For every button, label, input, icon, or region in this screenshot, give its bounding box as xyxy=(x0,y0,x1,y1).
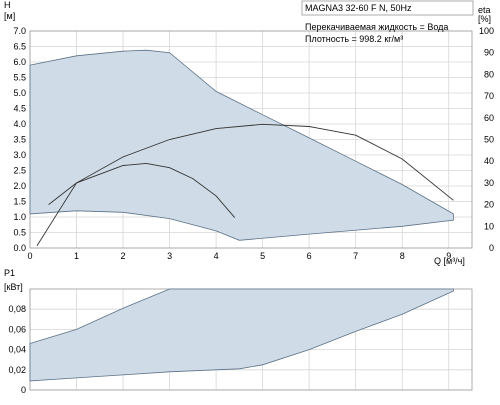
annotation-density: Плотность = 998.2 кг/м³ xyxy=(305,34,403,44)
p1-tick-label: 0 xyxy=(21,385,26,395)
y-axis-unit-left: [м] xyxy=(4,11,15,21)
y-tick-label-left: 3.0 xyxy=(13,150,26,160)
y-tick-label-left: 2.0 xyxy=(13,181,26,191)
x-tick-label: 5 xyxy=(260,251,265,261)
x-tick-label: 1 xyxy=(74,251,79,261)
y-tick-label-right: 100 xyxy=(479,26,494,36)
p1-tick-label: 0,06 xyxy=(8,324,26,334)
y-tick-label-right: 80 xyxy=(484,69,494,79)
y-tick-label-right: 60 xyxy=(484,113,494,123)
y-axis-unit-right: [%] xyxy=(478,14,491,24)
x-axis-label: Q [м³/ч] xyxy=(434,256,465,266)
x-tick-label: 0 xyxy=(27,251,32,261)
p1-axis-name: P1 xyxy=(4,268,15,278)
y-tick-label-left: 3.5 xyxy=(13,135,26,145)
p1-tick-label: 0,04 xyxy=(8,345,26,355)
bottom-plot xyxy=(29,288,454,382)
y-tick-label-right: 10 xyxy=(484,221,494,231)
top-plot xyxy=(29,49,454,247)
y-tick-label-left: 4.5 xyxy=(13,104,26,114)
y-tick-label-left: 5.0 xyxy=(13,88,26,98)
y-tick-label-left: 7.0 xyxy=(13,26,26,36)
y-tick-label-left: 1.0 xyxy=(13,212,26,222)
y-tick-label-left: 6.0 xyxy=(13,57,26,67)
power-range-band xyxy=(29,288,454,382)
x-tick-label: 9 xyxy=(446,251,451,261)
y-tick-label-right: 70 xyxy=(484,91,494,101)
y-tick-label-right: 50 xyxy=(484,135,494,145)
y-tick-label-right: 20 xyxy=(484,200,494,210)
y-tick-label-left: 4.0 xyxy=(13,119,26,129)
x-tick-label: 7 xyxy=(353,251,358,261)
x-tick-label: 4 xyxy=(214,251,219,261)
y-axis-name-left: H xyxy=(4,0,11,10)
x-tick-label: 3 xyxy=(167,251,172,261)
x-tick-label: 6 xyxy=(307,251,312,261)
efficiency-curve xyxy=(48,162,236,218)
annotation-fluid: Перекачиваемая жидкость = Вода xyxy=(305,22,448,32)
x-tick-label: 2 xyxy=(121,251,126,261)
y-tick-label-right: 40 xyxy=(484,156,494,166)
y-tick-label-left: 5.5 xyxy=(13,73,26,83)
chart-title: MAGNA3 32-60 F N, 50Hz xyxy=(305,3,412,13)
p1-tick-label: 0,02 xyxy=(8,365,26,375)
y-tick-label-left: 0.5 xyxy=(13,228,26,238)
y-tick-label-right: 30 xyxy=(484,178,494,188)
y-tick-label-right: 0 xyxy=(489,243,494,253)
y-tick-label-left: 0.0 xyxy=(13,243,26,253)
operating-range-band xyxy=(29,49,454,241)
y-axis-name-right: eta xyxy=(478,5,491,15)
efficiency-curve xyxy=(36,123,454,247)
tick-labels: 0 1 2 3 4 5 6 7 8 9 0.0 0.5 1.0 1.5 2.0 2.5 3.0 3.5 4.0 4.5… xyxy=(8,26,494,395)
y-tick-label-left: 2.5 xyxy=(13,166,26,176)
title-box xyxy=(301,0,474,16)
p1-axis-unit: [кВт] xyxy=(4,282,23,292)
p1-tick-label: 0,08 xyxy=(8,304,26,314)
y-tick-label-right: 90 xyxy=(484,48,494,58)
y-tick-label-left: 6.5 xyxy=(13,42,26,52)
x-tick-label: 8 xyxy=(400,251,405,261)
y-tick-label-left: 1.5 xyxy=(13,197,26,207)
